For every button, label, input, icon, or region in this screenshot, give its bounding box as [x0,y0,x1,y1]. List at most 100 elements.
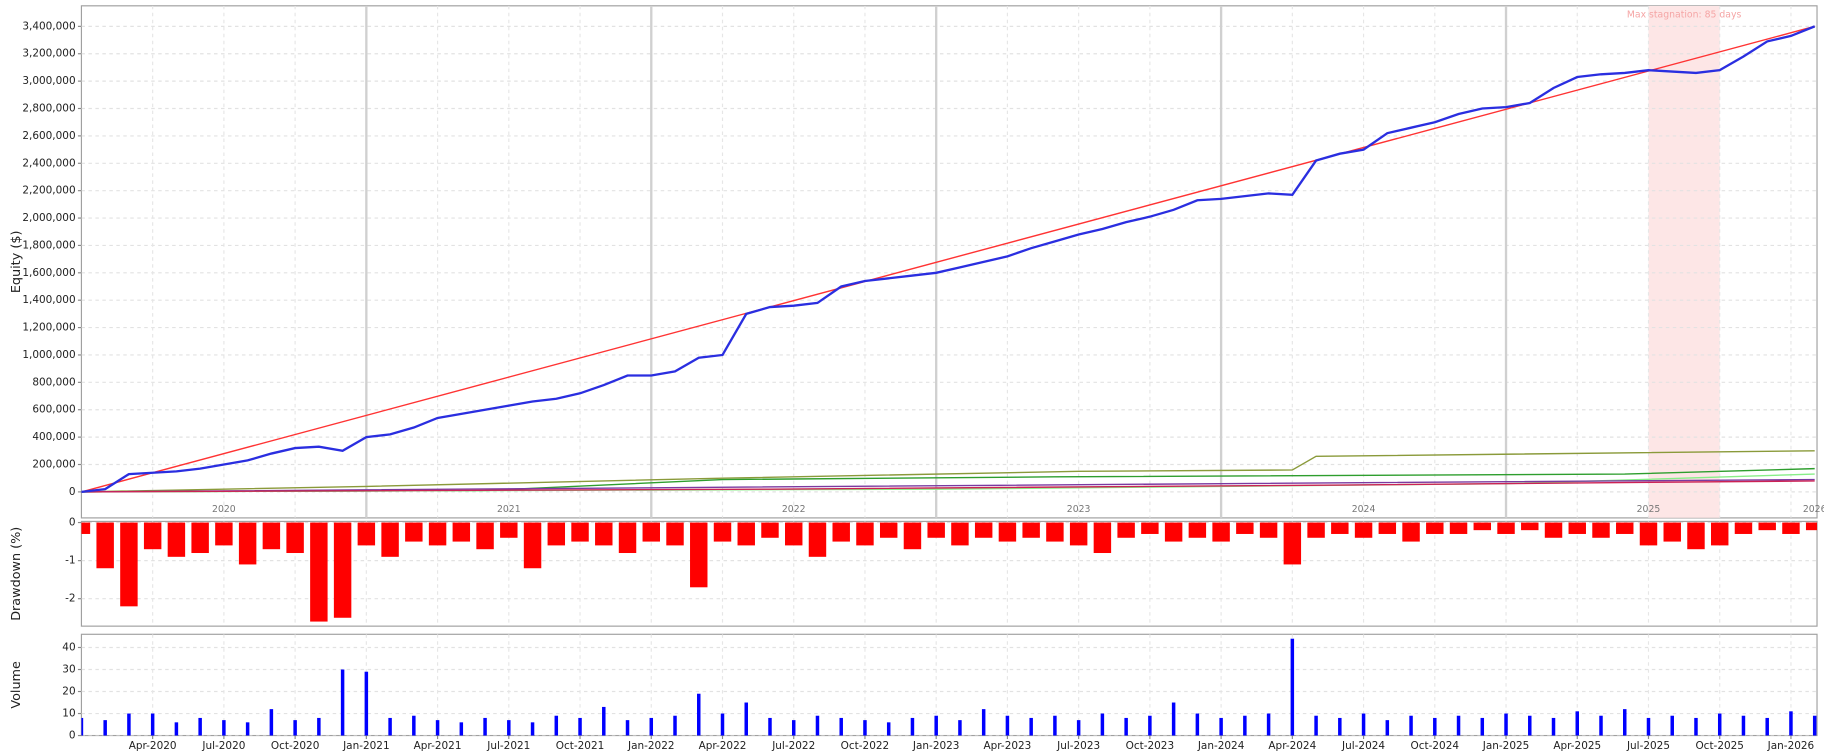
bar [500,522,518,538]
x-tick-label: Jan-2022 [627,740,675,752]
bar [1219,717,1223,736]
bar [428,522,447,546]
x-tick-label: Oct-2022 [841,740,890,752]
bar [856,522,874,546]
bar [364,671,369,736]
plot-area [80,5,1818,519]
bar [697,693,701,736]
y-tick-label: 30 [62,664,75,676]
bar [1338,717,1342,736]
bar [690,522,708,588]
y-tick-label: 2,200,000 [22,185,75,197]
bar [435,720,440,736]
bar [523,522,542,569]
bar [1266,713,1271,736]
y-tick-label: 0 [69,730,76,742]
bar [120,522,138,607]
equity-line [81,450,1815,493]
bar [405,522,423,542]
bar [174,722,179,736]
bar [483,717,487,736]
x-tick-label: Jan-2021 [342,740,390,752]
bar [737,522,755,546]
y-tick-label: 2,400,000 [22,157,75,169]
x-tick-label: 2023 [1067,504,1091,515]
y-tick-label: 3,000,000 [22,75,75,87]
plot-content [81,634,1818,736]
bar [459,722,464,736]
y-tick-label: 1,400,000 [22,294,75,306]
bar [1069,522,1088,546]
x-tick-label: 2020 [212,504,236,515]
bar [578,717,582,736]
plot-content [81,5,1818,518]
bar [720,713,725,736]
y-tick-label: 0 [69,486,76,498]
bar [768,717,772,736]
bar [1805,522,1818,531]
bar [81,717,84,736]
x-tick-label: 2025 [1637,504,1661,515]
bar [340,669,345,736]
bar [839,717,843,736]
bar [791,720,796,736]
bar [602,706,606,736]
bar [1331,522,1349,534]
bar [1402,522,1420,542]
bar [785,522,803,546]
bar [530,722,535,736]
y-tick-label: 2,000,000 [22,212,75,224]
bar [1670,715,1674,736]
bar [1117,522,1135,538]
bar [1378,522,1397,534]
x-tick-label: Jul-2021 [486,740,530,752]
bar [863,720,867,736]
y-tick-label: 3,200,000 [22,48,75,60]
bar [412,715,416,736]
bar [1694,717,1698,736]
x-tick-label: Jul-2020 [201,740,245,752]
x-tick-label: Jul-2022 [771,740,815,752]
x-tick-label: Apr-2024 [1268,740,1316,752]
x-tick-label: 2021 [497,504,521,515]
bar [713,522,732,542]
bar [1307,522,1325,538]
y-tick-label: 200,000 [32,459,75,471]
bar [507,720,511,736]
bar [191,522,209,554]
bar [1449,522,1468,534]
bar [1528,715,1532,736]
x-tick-label: 2026 [1803,504,1824,515]
bar [452,522,471,542]
bar [198,717,202,736]
bar [1195,713,1200,736]
y-axis-title: Equity ($) [9,231,24,294]
y-tick-label: 3,400,000 [22,20,75,32]
bar [357,522,376,546]
bar [1124,717,1128,736]
bar [1093,522,1112,554]
x-tick-label: Jan-2023 [912,740,960,752]
bar [1141,522,1159,534]
bar [618,522,637,554]
bar [1623,709,1627,736]
bar [879,522,898,538]
y-tick-label: 10 [62,708,75,720]
bar [310,522,328,622]
x-tick-label: Oct-2025 [1695,740,1744,752]
bar [744,702,748,736]
x-tick-label: Jan-2025 [1482,740,1530,752]
bar [1687,522,1705,550]
bar [1283,522,1302,565]
bar [1710,522,1729,546]
bar [642,522,660,542]
bar [1521,522,1539,531]
bar [1022,522,1040,538]
bar [1361,713,1366,736]
bar [333,522,352,618]
x-tick-label: Apr-2023 [983,740,1031,752]
bar [1734,522,1753,534]
bar [1551,717,1556,736]
stagnation-label: Max stagnation: 85 days [1627,10,1742,21]
